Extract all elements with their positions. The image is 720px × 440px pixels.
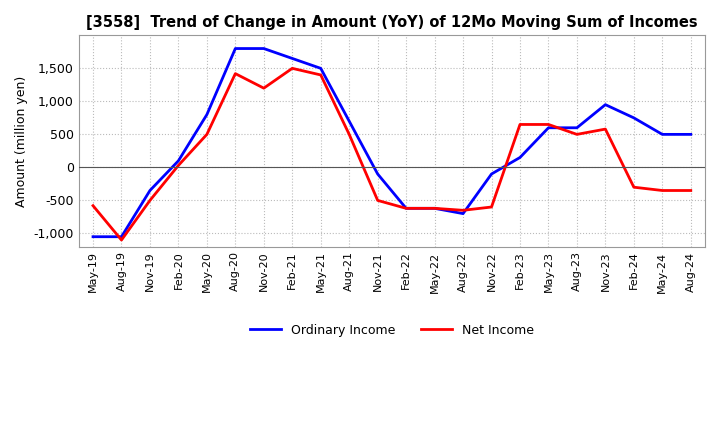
Ordinary Income xyxy=(572,125,581,130)
Net Income xyxy=(572,132,581,137)
Net Income xyxy=(174,163,183,168)
Net Income xyxy=(231,71,240,76)
Ordinary Income xyxy=(288,56,297,61)
Net Income xyxy=(145,198,154,203)
Ordinary Income xyxy=(658,132,667,137)
Net Income xyxy=(89,203,97,208)
Ordinary Income xyxy=(601,102,610,107)
Ordinary Income xyxy=(117,234,126,239)
Ordinary Income xyxy=(544,125,553,130)
Net Income xyxy=(487,204,496,209)
Net Income xyxy=(686,188,695,193)
Net Income xyxy=(431,205,439,211)
Ordinary Income xyxy=(686,132,695,137)
Net Income xyxy=(601,126,610,132)
Ordinary Income xyxy=(89,234,97,239)
Line: Ordinary Income: Ordinary Income xyxy=(93,48,690,237)
Ordinary Income xyxy=(629,115,638,121)
Ordinary Income xyxy=(345,118,354,124)
Ordinary Income xyxy=(316,66,325,71)
Net Income xyxy=(629,184,638,190)
Net Income xyxy=(402,205,410,211)
Ordinary Income xyxy=(202,112,211,117)
Net Income xyxy=(117,238,126,243)
Ordinary Income xyxy=(259,46,268,51)
Ordinary Income xyxy=(374,171,382,176)
Ordinary Income xyxy=(402,205,410,211)
Net Income xyxy=(288,66,297,71)
Net Income xyxy=(259,85,268,91)
Net Income xyxy=(516,122,524,127)
Ordinary Income xyxy=(459,211,467,216)
Net Income xyxy=(544,122,553,127)
Legend: Ordinary Income, Net Income: Ordinary Income, Net Income xyxy=(245,319,539,342)
Ordinary Income xyxy=(431,205,439,211)
Net Income xyxy=(316,72,325,77)
Ordinary Income xyxy=(487,171,496,176)
Ordinary Income xyxy=(231,46,240,51)
Ordinary Income xyxy=(174,158,183,163)
Title: [3558]  Trend of Change in Amount (YoY) of 12Mo Moving Sum of Incomes: [3558] Trend of Change in Amount (YoY) o… xyxy=(86,15,698,30)
Ordinary Income xyxy=(145,188,154,193)
Y-axis label: Amount (million yen): Amount (million yen) xyxy=(15,75,28,207)
Net Income xyxy=(374,198,382,203)
Ordinary Income xyxy=(516,155,524,160)
Line: Net Income: Net Income xyxy=(93,68,690,240)
Net Income xyxy=(202,132,211,137)
Net Income xyxy=(345,132,354,137)
Net Income xyxy=(658,188,667,193)
Net Income xyxy=(459,208,467,213)
